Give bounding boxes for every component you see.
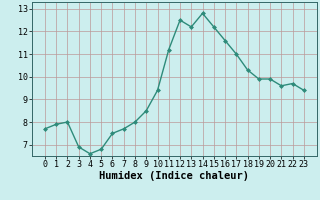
X-axis label: Humidex (Indice chaleur): Humidex (Indice chaleur): [100, 171, 249, 181]
